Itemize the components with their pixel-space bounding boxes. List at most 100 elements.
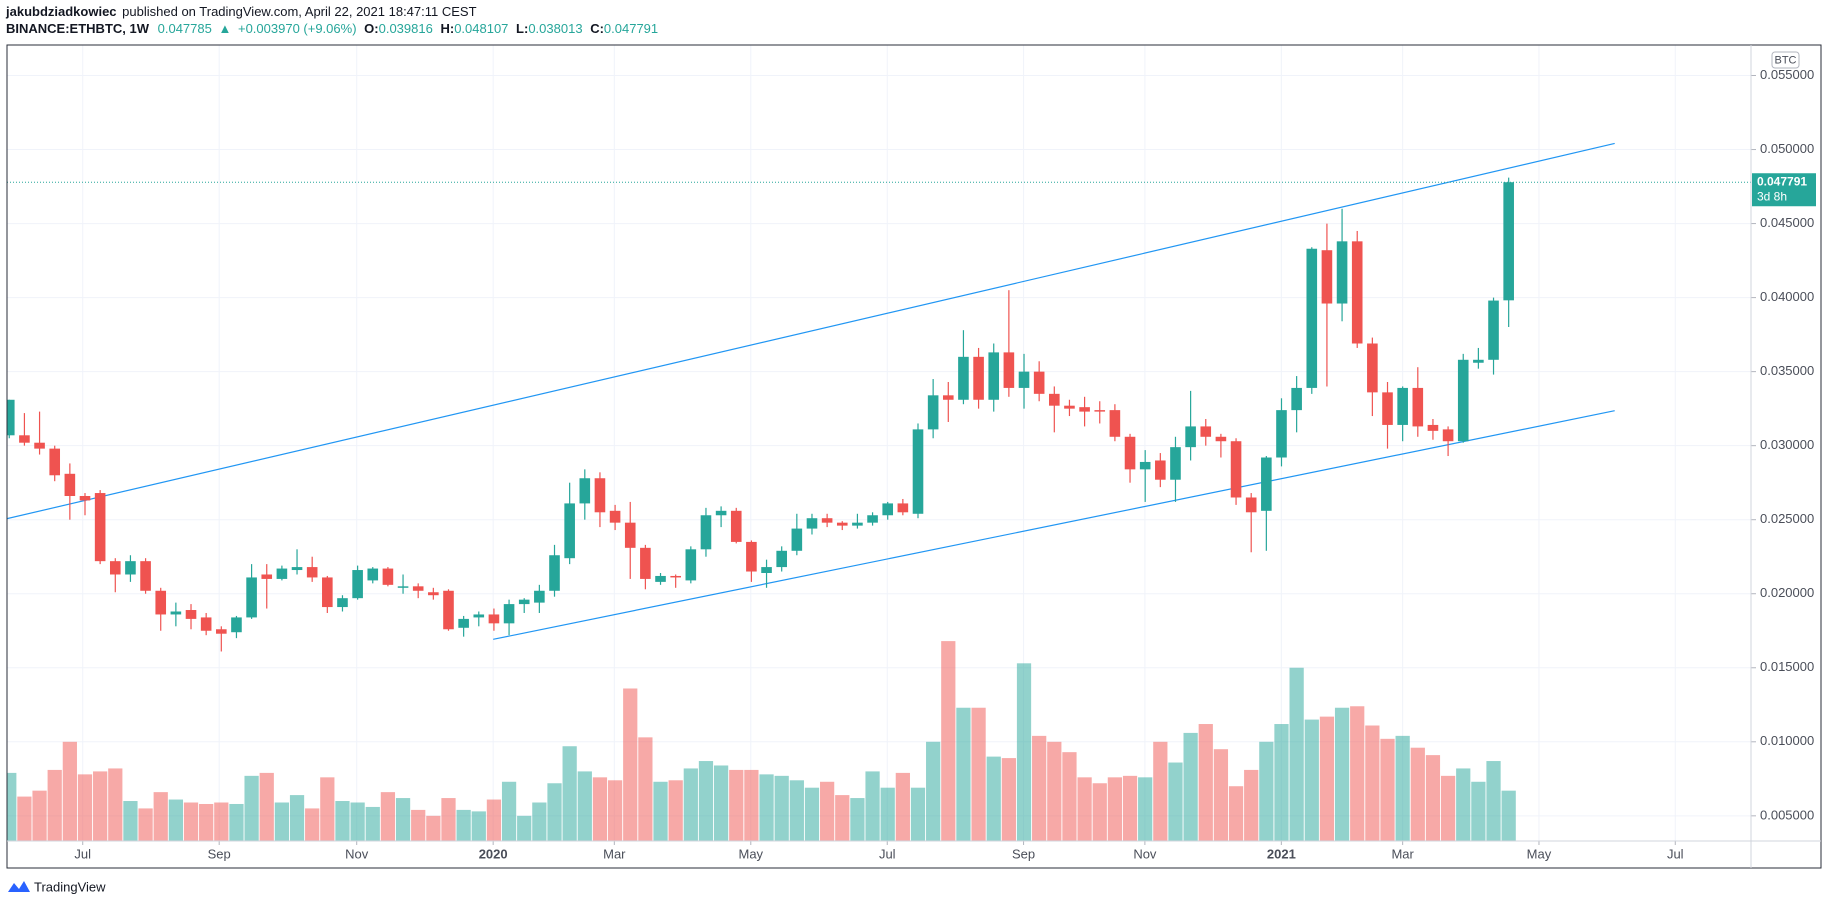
volume-bar [1486,761,1501,841]
trend-line [493,410,1615,640]
volume-bar [486,799,502,841]
volume-bar [910,787,926,841]
volume-bar [880,787,895,841]
volume-bar [547,783,562,841]
volume-bar [1138,777,1153,841]
header-line-1: jakubdziadkowiec published on TradingVie… [5,4,477,19]
candle-body [1427,424,1439,431]
ohlc-label: O: [364,21,378,36]
candle-body [1473,359,1484,363]
volume-bar [683,768,698,841]
candle-body [1170,447,1181,480]
candle-body [1049,393,1060,406]
volume-bar [1244,769,1259,841]
y-tick-label: 0.015000 [1760,659,1814,674]
candle-body [836,522,848,526]
candle-body [746,541,757,572]
volume-bar [1471,781,1486,841]
x-tick-label: Nov [345,846,369,861]
candle-body [927,395,939,430]
candle-body [34,442,45,449]
candle-body [685,549,697,581]
candle-body [1124,436,1136,470]
candle-body [1245,497,1257,513]
candle-body [261,574,273,579]
volume-bar [1213,749,1229,841]
volume-bar [1501,790,1516,841]
candle-body [640,547,651,579]
volume-bar [517,815,532,841]
y-tick-label: 0.035000 [1760,363,1814,378]
currency-box [1771,51,1800,69]
y-tick-label: 0.005000 [1760,807,1814,822]
candle-body [1079,407,1090,412]
candle-body [761,567,772,574]
y-tick-label: 0.030000 [1760,437,1814,452]
volume-bar [804,787,820,841]
published: published on TradingView.com, April 22, … [122,4,476,19]
volume-bar [289,795,305,841]
candle-body [140,561,151,591]
candle-body [988,352,1000,400]
price-label-box [1752,173,1816,207]
ohlc-label: H: [440,21,454,36]
candle-body [1064,405,1075,409]
candle-body [897,503,909,513]
candle-body [79,496,91,501]
candle-body [1139,461,1151,470]
volume-bar [532,802,547,841]
volume-bar [986,756,1001,841]
candle-body [200,617,212,631]
candle-body [973,356,984,400]
x-tick-label: May [739,846,764,861]
volume-bar [77,774,93,841]
volume-bar [698,761,714,841]
change-arrow: ▲ [218,21,231,36]
candle-body [488,614,500,624]
volume-bar [1228,786,1244,841]
volume-bar [1168,762,1183,841]
volume-bar [365,806,380,841]
volume-bar [138,808,153,841]
volume-bar [501,781,517,841]
candle-body [397,586,409,588]
volume-bar [941,641,956,841]
volume-bar [350,802,365,841]
volume-bar [1016,663,1032,841]
volume-bar [274,802,290,841]
volume-bar [744,769,759,841]
x-tick-label: 2021 [1267,846,1296,861]
candle-body [1336,241,1348,304]
volume-bar [7,772,17,841]
volume-bar [1319,716,1335,841]
footer-brand: TradingView [34,879,106,894]
candle-body [867,515,878,523]
candle-body [655,575,666,582]
volume-bar [199,803,214,841]
candle-body [291,567,303,571]
candle-body [1185,426,1196,448]
candle-body [94,493,106,562]
volume-bar [1107,777,1123,841]
volume-bar [971,707,986,841]
candle-body [458,618,469,628]
x-tick-label: Jul [74,846,91,861]
volume-bar [123,801,138,841]
volume-bar [1153,741,1168,841]
candle-body [1367,343,1378,393]
volume-bar [47,769,62,841]
candle-body [791,528,803,551]
candle-body [109,561,121,575]
volume-bar [1380,738,1395,841]
candle-body [1488,300,1499,360]
grid [7,45,1751,841]
author: jakubdziadkowiec [5,4,117,19]
x-tick-label: Nov [1133,846,1157,861]
candle-body [428,592,439,596]
ohlc-label: C: [590,21,604,36]
volume-bar [1122,775,1138,841]
volume-bar [335,801,350,841]
candle-body [1412,387,1424,427]
candle-body [609,510,621,523]
